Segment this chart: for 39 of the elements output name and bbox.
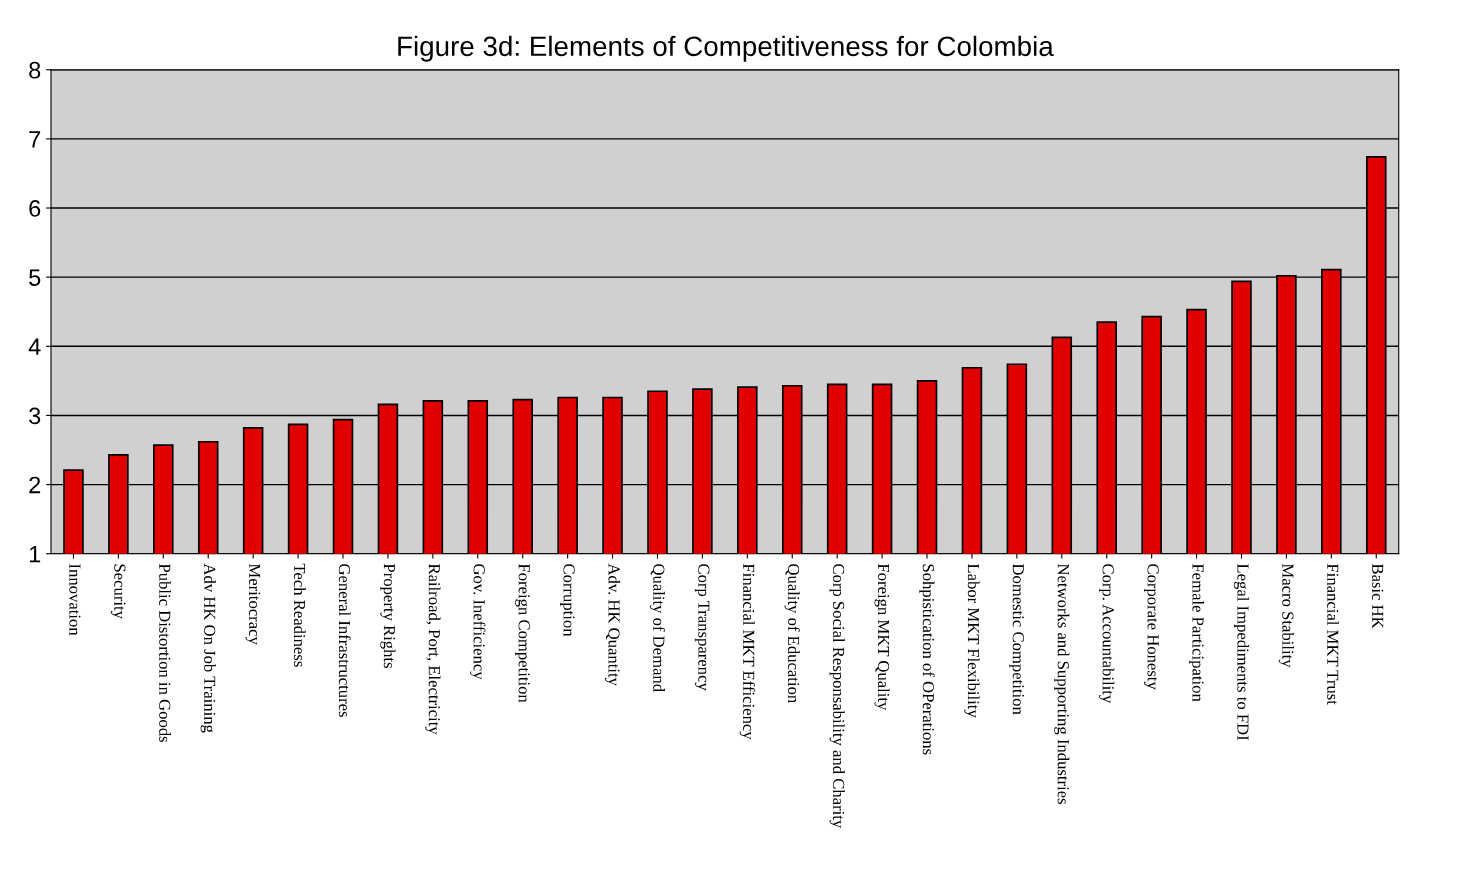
x-tick-label: Domestic Competition (1009, 563, 1024, 715)
x-tick-label: Meritocracy (245, 563, 261, 645)
x-tick-label: Sohpistication of OPerations (919, 564, 935, 755)
chart-title: Figure 3d: Elements of Competitiveness for Colombia (398, 35, 1054, 62)
x-tick-label: Financial MKT Efficiency (739, 563, 755, 740)
x-tick-label: Macro Stability (1278, 563, 1294, 668)
x-tick-label: Tech Readiness (293, 563, 306, 667)
x-tick-label: Labor MKT Flexibility (964, 563, 980, 718)
x-tick-label: Foreign Competition (515, 563, 530, 703)
y-tick-label: 6 (29, 200, 41, 217)
y-tick-label: 4 (28, 338, 41, 355)
x-tick-label: Corruption (560, 564, 575, 637)
y-tick-label: 8 (29, 61, 41, 79)
x-tick-label: Networks and Supporting Industries (1054, 563, 1070, 805)
x-tick-label: Corp. Accountability (1099, 564, 1115, 704)
x-tick-label: Quality of Demand (649, 564, 666, 692)
x-tick-label: Basic HK (1372, 563, 1384, 629)
x-tick-label: Female Participation (1189, 563, 1205, 702)
y-tick-label: 7 (29, 131, 41, 148)
x-tick-label: Gov. Inefficiency (470, 564, 486, 680)
x-tick-label: Innovation (69, 564, 81, 636)
x-tick-label: Corp Social Responsability and Charity (829, 564, 845, 829)
x-tick-label: Financial MKT Trust (1327, 563, 1339, 705)
x-tick-label: Public Distortion in Goods (159, 563, 171, 743)
x-tick-label: Quality of Education (784, 564, 800, 703)
x-tick-label: Railroad, Port, Electricity (425, 563, 441, 735)
x-tick-label: Adv HK On Job Training (200, 563, 216, 733)
x-tick-label: Legal Impediments to FDI (1233, 563, 1250, 741)
y-tick-label: 3 (29, 407, 41, 425)
y-tick-label: 2 (29, 476, 41, 494)
x-tick-label: Security (110, 564, 126, 619)
x-tick-label: Foreign MKT Quality (874, 563, 890, 711)
x-tick-label: Corp Transparency (694, 564, 710, 691)
y-tick-label: 5 (29, 269, 41, 286)
x-tick-label: Adv. HK Quantity (604, 563, 621, 686)
x-tick-label: Property Rights (380, 563, 396, 668)
y-tick-label: 1 (29, 546, 41, 563)
x-tick-label: Corporate Honesty (1144, 564, 1159, 690)
x-tick-label: General Infrastructures (338, 564, 351, 717)
